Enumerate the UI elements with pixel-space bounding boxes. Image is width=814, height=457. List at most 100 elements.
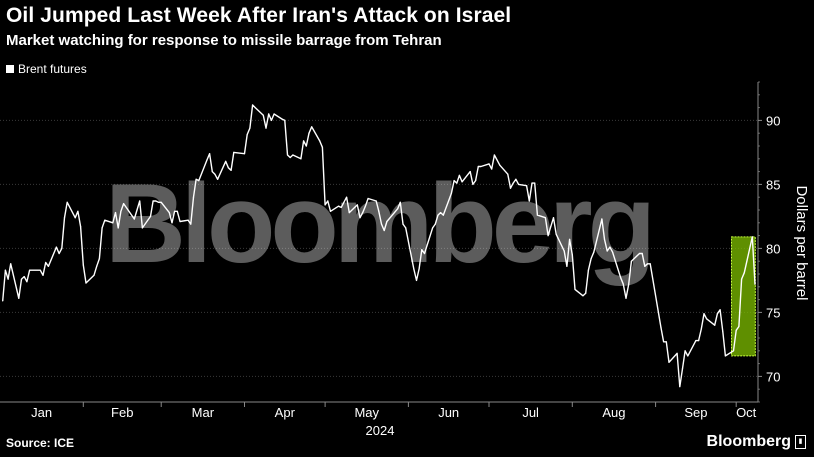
data-point xyxy=(469,171,471,173)
data-point xyxy=(698,340,700,342)
data-point xyxy=(437,214,439,216)
data-point xyxy=(703,313,705,315)
data-point xyxy=(700,328,702,330)
data-point xyxy=(311,126,313,128)
data-point xyxy=(716,313,719,315)
data-point xyxy=(190,223,192,225)
chart-legend: Brent futures xyxy=(6,62,87,76)
data-point xyxy=(668,361,670,363)
data-point xyxy=(286,154,289,156)
data-point xyxy=(442,214,444,216)
data-point xyxy=(491,168,493,170)
data-point xyxy=(101,227,103,229)
data-point xyxy=(321,146,323,148)
data-point xyxy=(593,251,595,253)
brand-logo: Bloomberg ▮ xyxy=(707,433,806,451)
data-point xyxy=(308,132,310,134)
x-tick-label: Jul xyxy=(522,405,539,420)
data-point xyxy=(227,167,229,169)
data-point xyxy=(192,196,195,198)
x-tick-label: Jan xyxy=(31,405,52,420)
data-point xyxy=(63,217,66,219)
brand-name: Bloomberg xyxy=(706,433,791,450)
data-point xyxy=(432,227,434,229)
data-point xyxy=(706,318,708,320)
data-point xyxy=(292,154,294,156)
data-point xyxy=(421,249,423,251)
data-point xyxy=(534,182,536,184)
data-point xyxy=(563,250,565,252)
data-point xyxy=(233,151,235,153)
data-point xyxy=(324,204,326,206)
data-point xyxy=(472,183,474,185)
data-point xyxy=(641,252,643,255)
data-point xyxy=(628,283,630,285)
data-point xyxy=(327,200,329,202)
data-point xyxy=(141,227,143,229)
data-point xyxy=(268,113,270,115)
data-point xyxy=(252,104,254,106)
data-point xyxy=(528,200,530,202)
data-point xyxy=(644,265,646,267)
data-point xyxy=(174,210,176,212)
data-point xyxy=(29,269,31,271)
data-point xyxy=(461,181,463,183)
data-point xyxy=(456,182,458,184)
data-point xyxy=(152,200,154,202)
data-point xyxy=(518,183,520,185)
data-point xyxy=(66,201,68,203)
grid-layer xyxy=(0,119,758,377)
data-point xyxy=(270,119,272,121)
data-point xyxy=(386,220,388,223)
data-point xyxy=(544,217,547,219)
data-point xyxy=(531,182,533,184)
data-point xyxy=(209,153,211,155)
data-point xyxy=(230,169,232,171)
data-point xyxy=(61,247,63,249)
data-point xyxy=(359,217,361,219)
data-point xyxy=(665,341,667,343)
x-tick-label: Aug xyxy=(602,405,625,420)
data-point xyxy=(133,218,135,220)
data-point xyxy=(405,227,407,229)
data-point xyxy=(488,163,490,165)
data-point xyxy=(249,127,251,129)
data-point xyxy=(397,208,399,210)
data-point xyxy=(601,218,603,220)
y-tick-label: 75 xyxy=(766,305,780,320)
data-point xyxy=(281,118,283,120)
data-point xyxy=(606,250,608,252)
data-point xyxy=(82,264,84,266)
data-point xyxy=(171,222,173,224)
data-point xyxy=(157,201,160,203)
data-point xyxy=(340,206,342,208)
x-tick-label: May xyxy=(354,405,379,420)
data-point xyxy=(289,156,291,159)
legend-swatch-brent xyxy=(6,65,14,73)
data-point xyxy=(380,223,383,225)
data-point xyxy=(346,196,348,198)
data-point xyxy=(423,252,426,255)
data-point xyxy=(300,158,302,160)
data-point xyxy=(136,209,138,211)
data-point xyxy=(622,283,624,285)
data-point xyxy=(676,352,678,354)
data-point xyxy=(26,281,28,283)
data-point xyxy=(74,217,76,219)
data-point xyxy=(10,263,12,265)
data-point xyxy=(378,210,380,212)
x-tick-label: Mar xyxy=(192,405,215,420)
x-tick-label: Oct xyxy=(736,405,757,420)
series-points-brent xyxy=(2,104,756,388)
data-point xyxy=(45,261,47,264)
data-point xyxy=(42,274,44,276)
data-point xyxy=(187,219,189,221)
data-point xyxy=(168,212,170,214)
data-point xyxy=(663,341,665,343)
data-point xyxy=(155,200,157,202)
data-point xyxy=(587,269,590,271)
data-point xyxy=(620,277,622,279)
bloomberg-chart-icon: ▮ xyxy=(795,435,806,449)
data-point xyxy=(499,164,501,166)
